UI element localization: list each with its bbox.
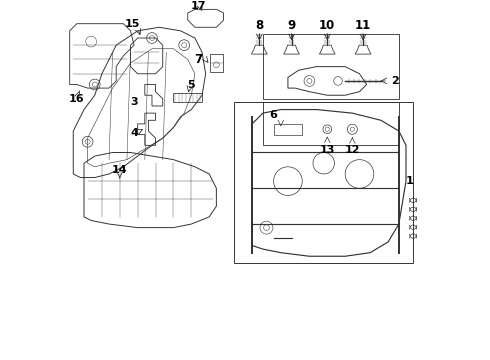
- Text: 12: 12: [344, 145, 360, 155]
- Text: 11: 11: [355, 19, 371, 32]
- Text: 8: 8: [255, 19, 264, 32]
- Text: 9: 9: [288, 19, 295, 32]
- Text: 5: 5: [188, 80, 195, 90]
- Bar: [173, 94, 202, 102]
- Text: 14: 14: [112, 165, 127, 175]
- Text: 1: 1: [406, 176, 414, 186]
- Text: 13: 13: [319, 145, 335, 155]
- Text: 6: 6: [270, 110, 277, 120]
- Text: 16: 16: [68, 94, 84, 104]
- Text: 3: 3: [130, 98, 138, 107]
- Text: 2: 2: [392, 76, 399, 86]
- Text: 4: 4: [130, 128, 138, 138]
- Text: 15: 15: [124, 19, 140, 29]
- Text: 17: 17: [191, 1, 206, 11]
- Bar: [263, 102, 399, 145]
- Bar: [263, 35, 399, 99]
- Text: 7: 7: [195, 53, 202, 66]
- Bar: [273, 124, 302, 135]
- Bar: [210, 54, 223, 72]
- Text: 10: 10: [319, 19, 336, 32]
- Bar: [234, 102, 413, 264]
